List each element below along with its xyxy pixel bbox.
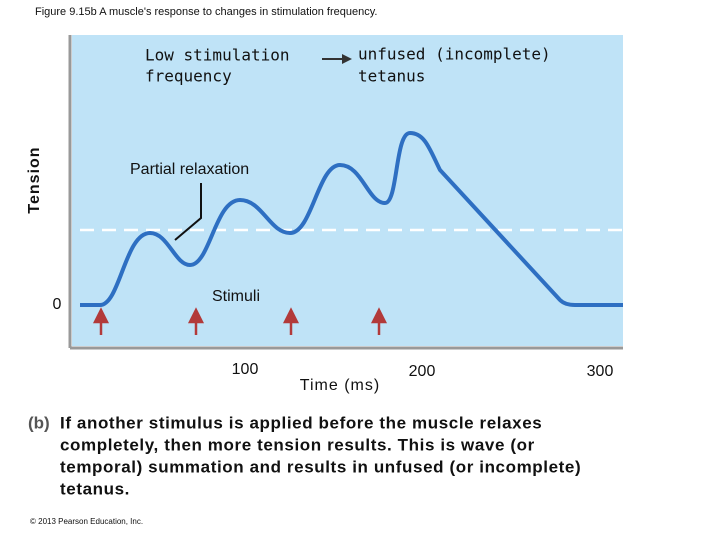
- caption-line: tetanus.: [60, 479, 130, 498]
- caption-line: temporal) summation and results in unfus…: [60, 457, 581, 476]
- copyright: © 2013 Pearson Education, Inc.: [30, 517, 143, 526]
- stimuli-label: Stimuli: [212, 288, 260, 305]
- x-axis-label: Time (ms): [300, 377, 380, 394]
- plot-area: [72, 35, 623, 346]
- x-tick-label: 200: [409, 363, 436, 380]
- x-tick-label: 100: [232, 361, 259, 378]
- tetanus-label: tetanus: [358, 67, 425, 86]
- y-origin-label: 0: [53, 296, 62, 313]
- caption-line: If another stimulus is applied before th…: [60, 413, 542, 432]
- caption-part: (b): [28, 413, 50, 432]
- y-axis-label: Tension: [26, 146, 43, 213]
- x-tick-label: 300: [587, 363, 614, 380]
- stimulus-arrows: [92, 307, 388, 335]
- arrow-head: [342, 54, 352, 64]
- relaxation-label: Partial relaxation: [130, 161, 249, 178]
- tension-curve: [80, 130, 623, 307]
- low-frequency-label: Low stimulation: [145, 46, 290, 65]
- caption-line: completely, then more tension results. T…: [60, 435, 535, 454]
- low-frequency-label: frequency: [145, 67, 232, 86]
- figure-title: Figure 9.15b A muscle's response to chan…: [35, 6, 377, 18]
- tetanus-label: unfused (incomplete): [358, 45, 551, 64]
- pointer-line: [174, 183, 202, 241]
